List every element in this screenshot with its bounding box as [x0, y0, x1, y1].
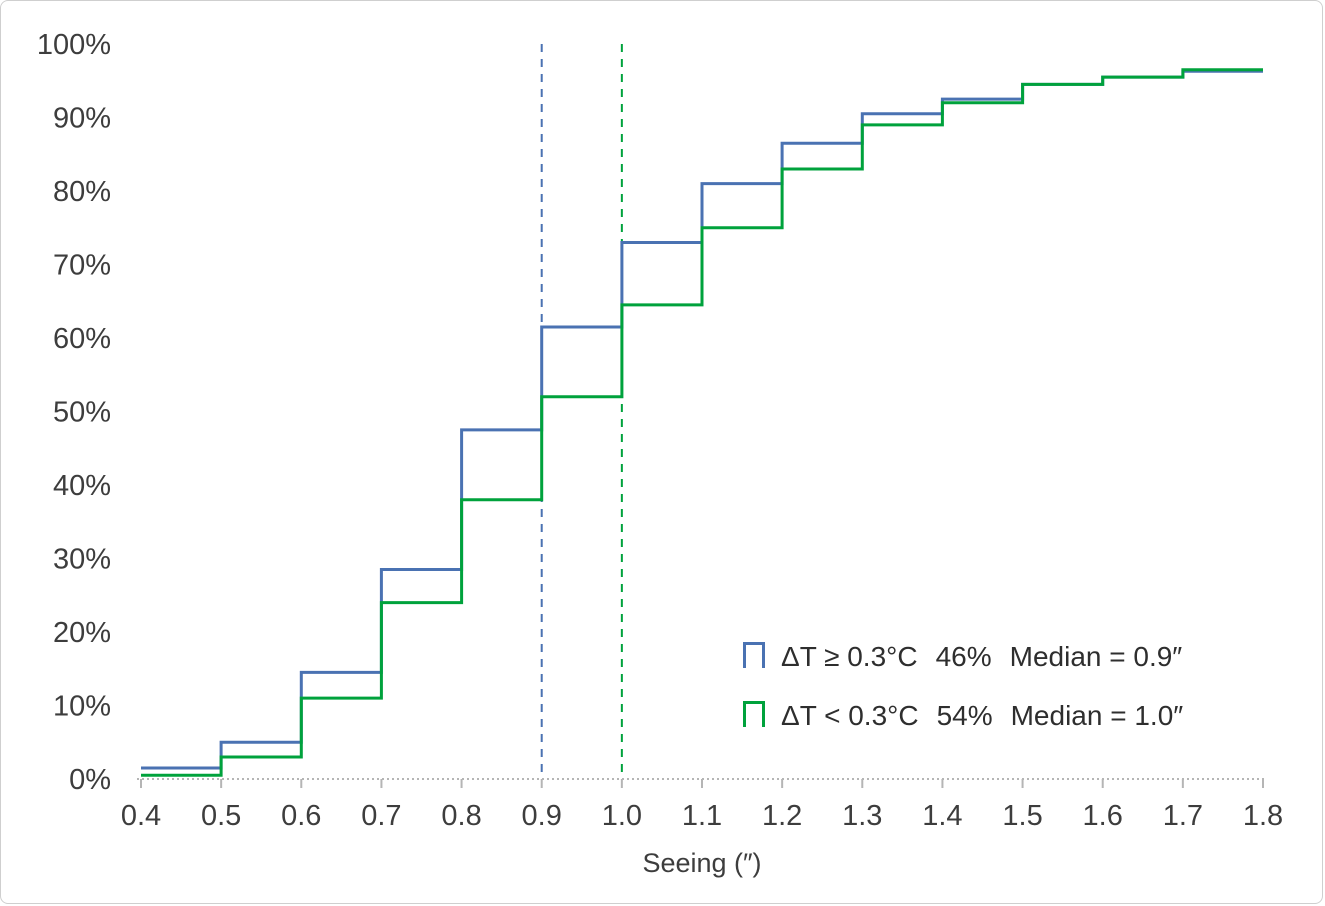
x-axis-title: Seeing (″)	[642, 848, 761, 878]
legend-series-label: ΔT ≥ 0.3°C	[781, 641, 918, 672]
legend-percent: 46%	[935, 641, 992, 672]
x-tick-label: 1.8	[1243, 800, 1283, 832]
step-marker-blue-icon	[743, 642, 765, 668]
y-tick-label: 0%	[69, 764, 111, 796]
legend-series-label: ΔT < 0.3°C	[781, 700, 919, 731]
y-tick-label: 50%	[53, 397, 111, 429]
y-tick-label: 10%	[53, 691, 111, 723]
y-axis: 0% 10% 20% 30% 40% 50% 60% 70% 80% 90% 100%	[37, 29, 111, 796]
y-tick-label: 20%	[53, 617, 111, 649]
legend: ΔT ≥ 0.3°C 46% Median = 0.9″ ΔT < 0.3°C …	[743, 641, 1183, 732]
legend-percent: 54%	[936, 700, 993, 731]
x-tick-label: 1.4	[922, 800, 962, 832]
x-tick-label: 1.5	[1002, 800, 1042, 832]
legend-item-dt-ge-03: ΔT ≥ 0.3°C 46% Median = 0.9″	[743, 641, 1183, 673]
x-tick-label: 0.8	[441, 800, 481, 832]
legend-median: Median = 1.0″	[1010, 700, 1184, 731]
y-tick-label: 90%	[53, 103, 111, 135]
legend-item-dt-lt-03: ΔT < 0.3°C 54% Median = 1.0″	[743, 700, 1183, 732]
y-tick-label: 30%	[53, 544, 111, 576]
x-tick-label: 0.4	[121, 800, 161, 832]
x-tick-label: 0.7	[361, 800, 401, 832]
x-tick-label: 1.3	[842, 800, 882, 832]
y-tick-label: 60%	[53, 323, 111, 355]
cdf-curve-1	[141, 68, 1263, 777]
x-tick-label: 0.5	[201, 800, 241, 832]
y-tick-label: 80%	[53, 176, 111, 208]
x-tick-label: 0.9	[522, 800, 562, 832]
step-marker-green-icon	[743, 701, 765, 727]
x-tick-label: 1.2	[762, 800, 802, 832]
x-axis: 0.4 0.5 0.6 0.7 0.8 0.9 1.0 1.1 1.2 1.3 1.4 1.5 1.6 1…	[121, 778, 1283, 832]
x-tick-label: 1.1	[682, 800, 722, 832]
y-tick-label: 40%	[53, 470, 111, 502]
legend-median: Median = 0.9″	[1009, 641, 1183, 672]
y-tick-label: 100%	[37, 29, 111, 61]
x-tick-label: 1.7	[1163, 800, 1203, 832]
y-tick-label: 70%	[53, 250, 111, 282]
x-tick-label: 0.6	[281, 800, 321, 832]
x-tick-label: 1.0	[602, 800, 642, 832]
x-tick-label: 1.6	[1083, 800, 1123, 832]
